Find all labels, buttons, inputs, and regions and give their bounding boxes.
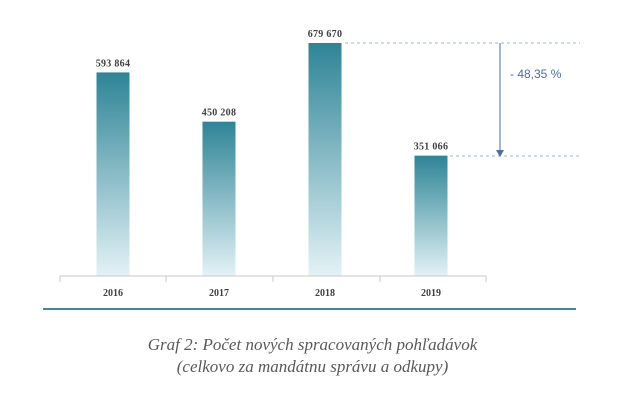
- x-tick-label-2019: 2019: [421, 288, 441, 299]
- value-label-2018: 679 670: [308, 29, 343, 40]
- caption-line-1: Graf 2: Počet nových spracovaných pohľad…: [147, 335, 478, 354]
- caption-line-2: (celkovo za mandátnu správu a odkupy): [176, 357, 449, 376]
- value-label-2017: 450 208: [202, 108, 237, 119]
- x-tick-label-2018: 2018: [315, 288, 335, 299]
- decline-arrow-head: [496, 150, 504, 157]
- x-tick-label-2016: 2016: [103, 288, 123, 299]
- bar-2018: [308, 43, 342, 276]
- decline-annotation: - 48,35 %: [510, 67, 562, 81]
- bar-2016: [96, 72, 130, 276]
- value-label-2016: 593 864: [96, 58, 131, 69]
- bar-2019: [414, 155, 448, 276]
- x-tick-label-2017: 2017: [209, 288, 229, 299]
- bar-chart: 593 864 450 208 679 670 351 066 2016 2017 201…: [43, 29, 580, 310]
- value-label-2019: 351 066: [414, 142, 449, 153]
- bar-2017: [202, 121, 236, 276]
